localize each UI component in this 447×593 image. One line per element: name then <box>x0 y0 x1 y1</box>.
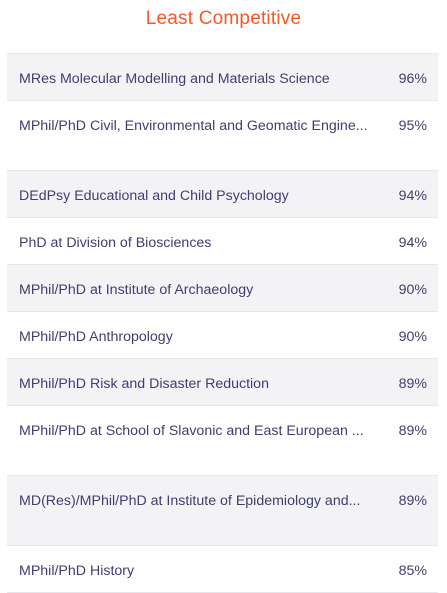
acceptance-rate: 90% <box>398 329 427 345</box>
acceptance-rate: 89% <box>398 423 427 439</box>
table-row[interactable]: MRes Molecular Modelling and Materials S… <box>7 54 438 101</box>
course-name: MPhil/PhD Civil, Environmental and Geoma… <box>19 118 368 134</box>
course-name: MPhil/PhD Risk and Disaster Reduction <box>19 376 269 392</box>
table-row[interactable]: MD(Res)/MPhil/PhD at Institute of Epidem… <box>7 476 438 546</box>
acceptance-rate: 89% <box>398 493 427 509</box>
course-name: DEdPsy Educational and Child Psychology <box>19 188 289 204</box>
course-name: MD(Res)/MPhil/PhD at Institute of Epidem… <box>19 493 361 509</box>
table-row[interactable]: DEdPsy Educational and Child Psychology … <box>7 171 438 218</box>
table-row[interactable]: MPhil/PhD Civil, Environmental and Geoma… <box>7 101 438 171</box>
table-row[interactable]: MPhil/PhD Anthropology 90% <box>7 312 438 359</box>
acceptance-rate: 85% <box>398 563 427 579</box>
acceptance-rate: 94% <box>398 188 427 204</box>
table-row[interactable]: MPhil/PhD History 85% <box>7 546 438 593</box>
table-row[interactable]: MPhil/PhD Risk and Disaster Reduction 89… <box>7 359 438 406</box>
table-row[interactable]: MPhil/PhD at School of Slavonic and East… <box>7 406 438 476</box>
table-row[interactable]: MPhil/PhD at Institute of Archaeology 90… <box>7 265 438 312</box>
acceptance-rate: 94% <box>398 235 427 251</box>
acceptance-rate: 89% <box>398 376 427 392</box>
acceptance-rate: 90% <box>398 282 427 298</box>
course-name: MPhil/PhD History <box>19 563 135 579</box>
acceptance-rate: 95% <box>398 118 427 134</box>
acceptance-rate: 96% <box>398 71 427 87</box>
competitiveness-table: MRes Molecular Modelling and Materials S… <box>7 53 438 593</box>
course-name: PhD at Division of Biosciences <box>19 235 212 251</box>
course-name: MPhil/PhD at Institute of Archaeology <box>19 282 254 298</box>
course-name: MRes Molecular Modelling and Materials S… <box>19 71 330 87</box>
course-name: MPhil/PhD Anthropology <box>19 329 173 345</box>
section-title: Least Competitive <box>145 8 302 29</box>
table-row[interactable]: PhD at Division of Biosciences 94% <box>7 218 438 265</box>
course-name: MPhil/PhD at School of Slavonic and East… <box>19 423 364 439</box>
